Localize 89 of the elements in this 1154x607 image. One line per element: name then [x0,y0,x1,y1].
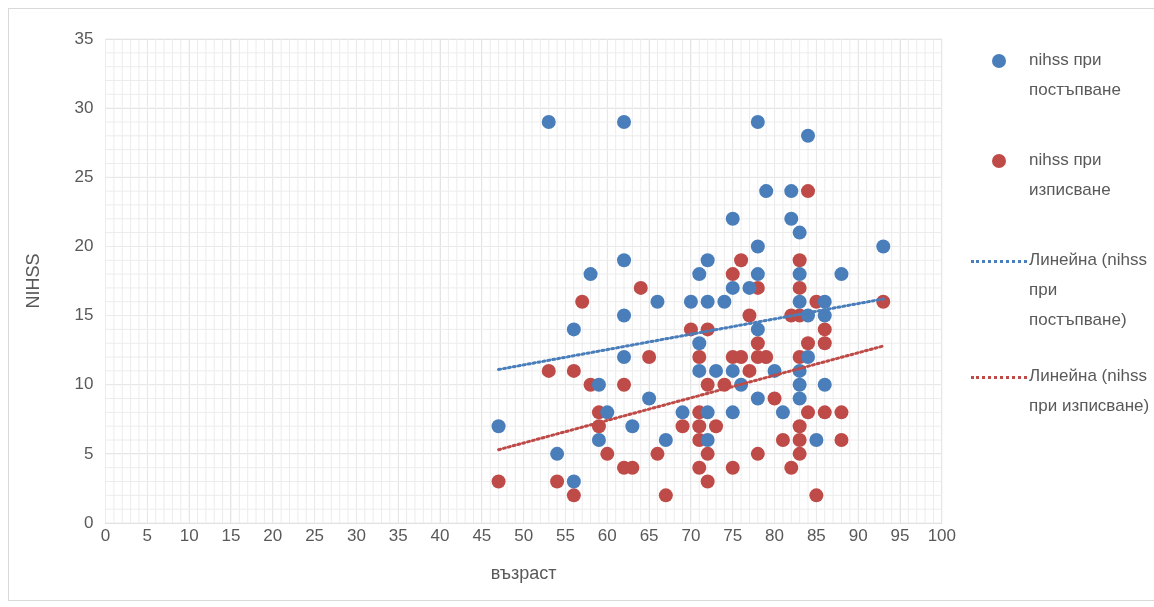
point [700,294,715,309]
x-tick-label: 70 [681,525,701,545]
point [809,433,824,448]
x-tick-label: 90 [848,525,868,545]
point [817,294,832,309]
x-tick-label: 60 [597,525,617,545]
y-tick-label: 15 [74,305,94,325]
point [792,267,807,282]
point [792,294,807,309]
y-tick-label: 10 [74,374,94,394]
point [792,391,807,406]
x-tick-label: 75 [723,525,743,545]
y-axis-title: NIHSS [22,253,43,309]
point [750,267,765,282]
y-tick-label: 5 [84,443,94,463]
point [692,267,707,282]
x-tick-label: 20 [263,525,283,545]
x-tick-label: 0 [100,525,111,545]
point [725,280,740,295]
x-tick-label: 35 [388,525,408,545]
y-tick-label: 25 [74,166,94,186]
point [750,239,765,254]
point [566,474,581,489]
x-tick-label: 10 [179,525,199,545]
point [801,350,816,365]
point [817,377,832,392]
x-tick-label: 65 [639,525,659,545]
point [617,114,632,129]
y-tick-label: 20 [74,236,94,256]
x-axis-title: възраст [490,563,557,584]
legend-label: nihss при изписване [1029,149,1112,201]
point [650,294,665,309]
legend-label: Линейна (nihss при изписване) [1029,365,1151,417]
point [600,405,615,420]
point [801,128,816,143]
point [591,377,606,392]
point [700,405,715,420]
x-tick-label: 15 [221,525,241,545]
point [675,405,690,420]
x-tick-label: 100 [927,525,957,545]
point [784,184,799,199]
point [775,405,790,420]
x-tick-label: 55 [556,525,575,545]
point [683,294,698,309]
point [759,184,774,199]
legend-label: nihss при постъпване [1029,49,1122,101]
point [583,267,598,282]
point [491,419,506,434]
point [742,280,757,295]
point [617,253,632,268]
x-tick-label: 80 [765,525,785,545]
point [792,225,807,240]
point [625,419,640,434]
point [750,391,765,406]
point [692,336,707,351]
y-tick-label: 0 [84,512,94,532]
point [700,433,715,448]
point [700,253,715,268]
point [876,239,891,254]
point [725,211,740,226]
point [617,350,632,365]
x-tick-label: 25 [305,525,325,545]
point [750,322,765,337]
x-tick-label: 5 [142,525,153,545]
point [566,322,581,337]
point [541,114,556,129]
x-tick-label: 85 [806,525,826,545]
x-tick-label: 95 [890,525,910,545]
x-tick-label: 50 [514,525,534,545]
point [725,405,740,420]
point [792,377,807,392]
legend-label: Линейна (nihss при постъпване) [1029,249,1148,331]
point [550,446,565,461]
x-tick-label: 45 [472,525,492,545]
point [750,114,765,129]
y-tick-label: 30 [74,97,94,117]
point [834,267,849,282]
y-tick-label: 35 [74,28,94,48]
point [642,391,657,406]
point [709,363,724,378]
point [658,433,673,448]
point [617,308,632,323]
point [591,433,606,448]
x-tick-label: 40 [430,525,450,545]
point [717,294,732,309]
point [784,211,799,226]
point [692,363,707,378]
point [725,363,740,378]
x-tick-label: 30 [346,525,366,545]
